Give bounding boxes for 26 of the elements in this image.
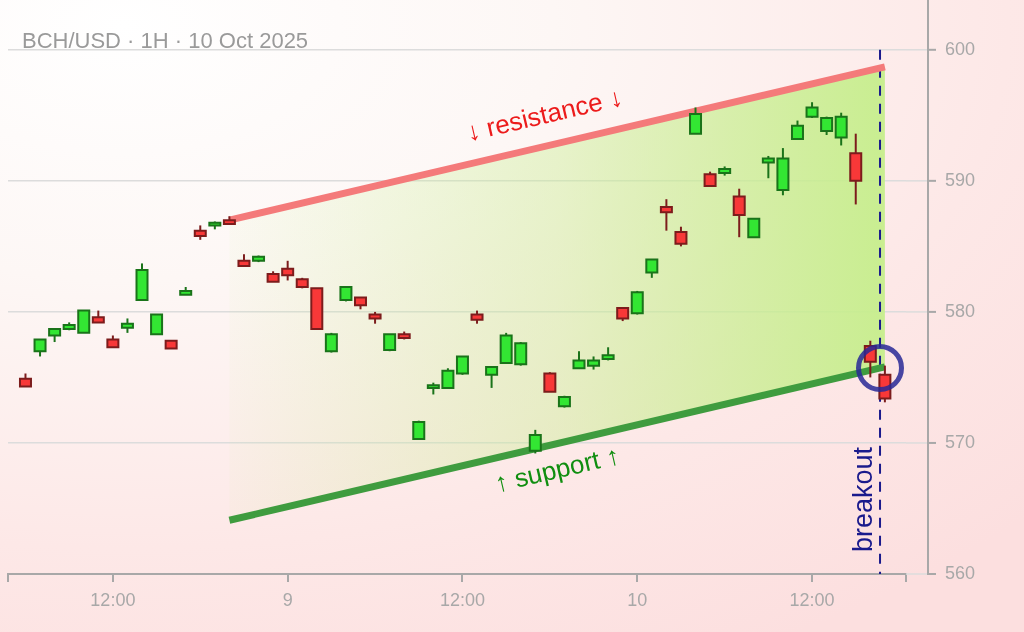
candlestick	[659, 198, 673, 232]
candlestick	[645, 258, 659, 279]
x-tick-label: 12:00	[90, 589, 136, 610]
y-tick-label: 560	[945, 562, 976, 583]
y-tick-label: 600	[945, 38, 976, 59]
x-tick-label: 12:00	[439, 589, 485, 610]
candlestick	[834, 111, 848, 147]
candlestick	[150, 313, 164, 336]
x-tick-label: 10	[627, 589, 648, 610]
candlestick	[485, 365, 499, 389]
x-tick-label: 12:00	[789, 589, 835, 610]
ref-line-label: breakout	[848, 446, 879, 552]
x-tick-label: 9	[282, 589, 293, 610]
y-tick-label: 580	[945, 300, 976, 321]
candlestick	[455, 355, 469, 376]
chart-title: BCH/USD · 1H · 10 Oct 2025	[22, 28, 309, 54]
candlestick	[689, 106, 703, 135]
annotation: ↑ support ↑	[491, 440, 623, 499]
candlestick	[732, 187, 746, 239]
candlestick	[747, 217, 761, 239]
y-tick-label: 590	[945, 169, 976, 190]
candlestick	[543, 371, 557, 393]
candlestick	[674, 225, 688, 248]
y-tick-label: 570	[945, 431, 976, 452]
annotation: ↓ resistance ↓	[463, 81, 626, 148]
candlestick	[790, 119, 804, 140]
